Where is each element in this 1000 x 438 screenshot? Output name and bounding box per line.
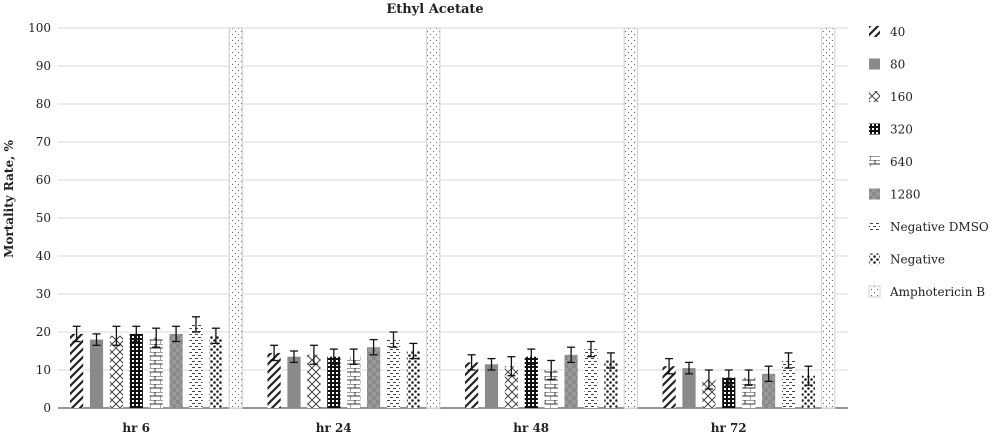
legend-label: 640 — [890, 155, 913, 169]
bar — [209, 335, 223, 408]
bar — [386, 339, 401, 408]
y-tick-label: 60 — [36, 173, 51, 187]
legend-label: 320 — [890, 123, 913, 137]
bar — [584, 349, 598, 408]
legend-swatch — [869, 253, 880, 265]
bar — [564, 354, 578, 408]
legend-swatch — [869, 123, 880, 135]
legend-label: 40 — [890, 25, 905, 39]
bar — [762, 373, 776, 408]
bar — [801, 375, 815, 408]
bar — [504, 366, 518, 408]
bar — [89, 339, 104, 408]
bar — [484, 364, 499, 408]
legend-label: 80 — [890, 58, 905, 72]
bar — [307, 354, 321, 408]
y-axis-label: Mortality Rate, % — [2, 140, 16, 258]
x-axis-categories: hr 6 hr 24 hr 48 hr 72 — [122, 421, 746, 435]
bar — [129, 333, 143, 408]
legend-label: 1280 — [890, 188, 921, 202]
legend-label: Negative DMSO — [890, 220, 989, 234]
bar — [367, 347, 381, 408]
bar — [327, 356, 341, 408]
y-tick-label: 80 — [36, 97, 51, 111]
bar — [406, 351, 420, 408]
bar — [169, 333, 183, 408]
bar — [149, 337, 163, 408]
legend-label: 160 — [890, 90, 913, 104]
legend-swatch — [869, 91, 880, 102]
bar — [347, 356, 361, 408]
legend-swatch — [868, 285, 881, 298]
y-tick-label: 50 — [36, 211, 51, 225]
bar — [465, 362, 479, 408]
y-tick-label: 20 — [36, 325, 51, 339]
x-category-label: hr 72 — [711, 421, 747, 435]
y-tick-label: 100 — [28, 21, 51, 35]
legend-swatch — [869, 188, 880, 200]
bar — [524, 356, 538, 408]
y-tick-label: 70 — [36, 135, 51, 149]
bar — [426, 27, 441, 409]
bar — [267, 352, 281, 408]
y-tick-label: 90 — [36, 59, 51, 73]
legend-label: Negative — [890, 253, 945, 267]
x-category-label: hr 6 — [122, 421, 150, 435]
bar — [604, 360, 618, 408]
legend: 40 80 160 320 640 1280 Negative DMSO Negative Am… — [868, 25, 989, 299]
y-tick-label: 40 — [36, 249, 51, 263]
y-tick-label: 10 — [36, 363, 51, 377]
y-tick-label: 0 — [43, 401, 51, 415]
bars — [70, 27, 836, 409]
legend-swatch — [869, 26, 880, 37]
bar — [623, 27, 638, 409]
legend-swatch — [869, 58, 880, 70]
legend-swatch — [869, 156, 880, 167]
bar — [781, 360, 796, 408]
bar — [702, 379, 716, 408]
bar — [662, 366, 676, 408]
x-category-label: hr 24 — [316, 421, 352, 435]
chart-title: Ethyl Acetate — [386, 2, 483, 17]
bar — [109, 335, 123, 408]
legend-swatch — [869, 221, 880, 232]
bar — [228, 27, 243, 409]
y-axis-ticks: 0 10 20 30 40 50 60 70 80 90 100 — [28, 21, 51, 415]
bar — [821, 27, 836, 409]
bar — [189, 324, 203, 408]
x-category-label: hr 48 — [513, 421, 549, 435]
bar — [682, 368, 696, 408]
bar — [70, 333, 84, 408]
y-tick-label: 30 — [36, 287, 51, 301]
bar — [287, 356, 301, 408]
legend-label: Amphotericin B — [889, 285, 985, 299]
